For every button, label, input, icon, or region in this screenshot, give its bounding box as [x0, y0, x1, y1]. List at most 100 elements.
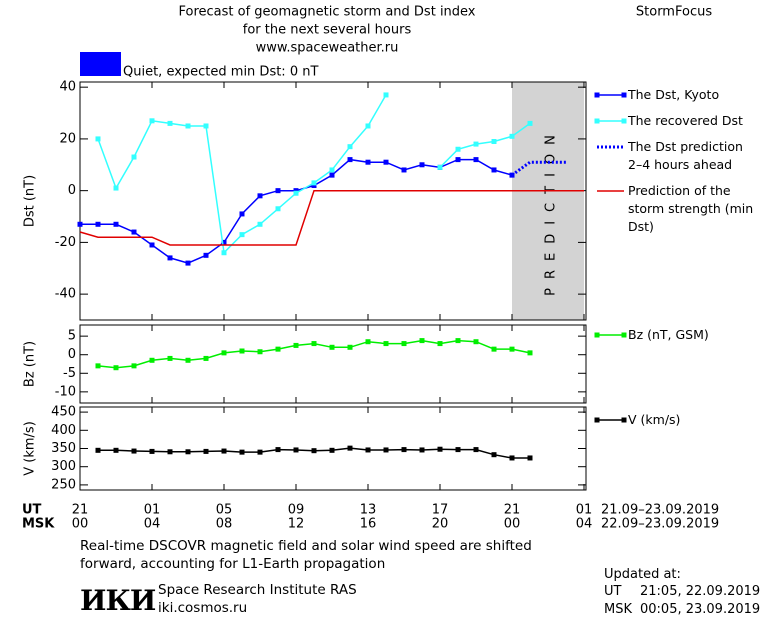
y-tick-label: 40 — [59, 80, 76, 95]
x-tick-label: 08 — [216, 517, 233, 532]
data-point — [185, 357, 191, 363]
data-point — [455, 447, 461, 453]
data-point — [329, 344, 335, 350]
data-point — [491, 452, 497, 458]
data-point — [473, 339, 479, 345]
data-point — [95, 221, 101, 227]
note: forward, accounting for L1-Earth propaga… — [80, 556, 386, 572]
data-point — [257, 449, 263, 455]
data-point — [329, 447, 335, 453]
data-point — [113, 221, 119, 227]
x-tick-label: 00 — [72, 517, 89, 532]
data-point — [419, 447, 425, 453]
data-point — [365, 447, 371, 453]
series-line — [511, 160, 566, 177]
data-point — [473, 157, 479, 163]
panel: -10 -5 0 5 Bz (nT) — [23, 324, 587, 404]
y-axis-label: V (km/s) — [23, 421, 38, 476]
data-point — [77, 221, 83, 227]
prediction-band — [512, 82, 584, 320]
legend-marker — [621, 417, 627, 423]
data-point — [293, 188, 299, 194]
data-point — [131, 448, 137, 454]
data-point — [365, 159, 371, 165]
logo: ИКИ — [80, 584, 156, 617]
data-point — [221, 250, 227, 256]
updated-label: Updated at: — [604, 567, 681, 582]
data-point — [437, 446, 443, 452]
x-tick-label: 04 — [144, 517, 161, 532]
data-point — [419, 162, 425, 168]
legend-marker — [594, 92, 600, 98]
data-point — [293, 342, 299, 348]
x-tick-label: 01 — [144, 503, 161, 518]
data-point — [113, 365, 119, 371]
x-tick-label: 13 — [360, 503, 377, 518]
data-point — [275, 188, 281, 194]
data-point — [383, 159, 389, 165]
data-point — [527, 350, 533, 356]
data-point — [167, 449, 173, 455]
data-point — [329, 172, 335, 178]
data-point — [329, 167, 335, 173]
note: Real-time DSCOVR magnetic field and sola… — [80, 538, 532, 554]
data-point — [185, 260, 191, 266]
data-point — [275, 346, 281, 352]
x-tick-label: 09 — [288, 503, 305, 518]
data-point — [365, 339, 371, 345]
x-tick-label: 21 — [504, 503, 521, 518]
data-point — [455, 157, 461, 163]
x-tick-label: 05 — [216, 503, 233, 518]
legend-marker — [621, 118, 627, 124]
data-point — [401, 447, 407, 453]
legend-label: The Dst, Kyoto — [628, 87, 720, 102]
data-point — [509, 455, 515, 461]
y-tick-label: 5 — [68, 329, 76, 344]
x-tick-label: 01 — [576, 503, 593, 518]
data-point — [167, 255, 173, 261]
data-point — [149, 118, 155, 124]
data-point — [167, 355, 173, 361]
brand: StormFocus — [636, 5, 712, 20]
data-point — [401, 167, 407, 173]
title-line: Forecast of geomagnetic storm and Dst in… — [178, 5, 475, 20]
data-point — [239, 211, 245, 217]
data-point — [509, 346, 515, 352]
data-point — [347, 344, 353, 350]
data-point — [455, 146, 461, 152]
title-line: www.spaceweather.ru — [256, 41, 399, 56]
data-point — [257, 221, 263, 227]
data-point — [203, 448, 209, 454]
x-tick-label: 20 — [432, 517, 449, 532]
updated-time: 21:05, 22.09.2019 — [640, 584, 760, 599]
data-point — [419, 338, 425, 344]
series-line — [79, 189, 584, 246]
x-tick-label: 21 — [72, 503, 89, 518]
plot-frame — [79, 324, 587, 404]
data-point — [149, 357, 155, 363]
legend-label: The Dst prediction 2–4 hours ahead — [628, 139, 743, 172]
data-point — [491, 167, 497, 173]
data-point — [347, 144, 353, 150]
y-tick-label: -40 — [55, 287, 76, 302]
updated-time: 00:05, 23.09.2019 — [640, 602, 760, 617]
data-point — [293, 447, 299, 453]
data-point — [95, 447, 101, 453]
data-point — [221, 239, 227, 245]
data-point — [239, 449, 245, 455]
msk-label: MSK — [22, 517, 55, 532]
data-point — [185, 123, 191, 129]
data-point — [383, 92, 389, 98]
status: Quiet, expected min Dst: 0 nT — [123, 65, 318, 80]
data-point — [95, 363, 101, 369]
data-point — [491, 139, 497, 144]
data-point — [311, 180, 317, 186]
data-point — [149, 448, 155, 454]
data-point — [473, 141, 479, 147]
data-point — [113, 447, 119, 453]
y-axis-label: Bz (nT) — [23, 341, 38, 387]
institute: Space Research Institute RAS — [158, 582, 357, 598]
y-tick-label: 250 — [51, 477, 76, 492]
data-point — [437, 164, 443, 170]
y-tick-label: 450 — [51, 405, 76, 420]
